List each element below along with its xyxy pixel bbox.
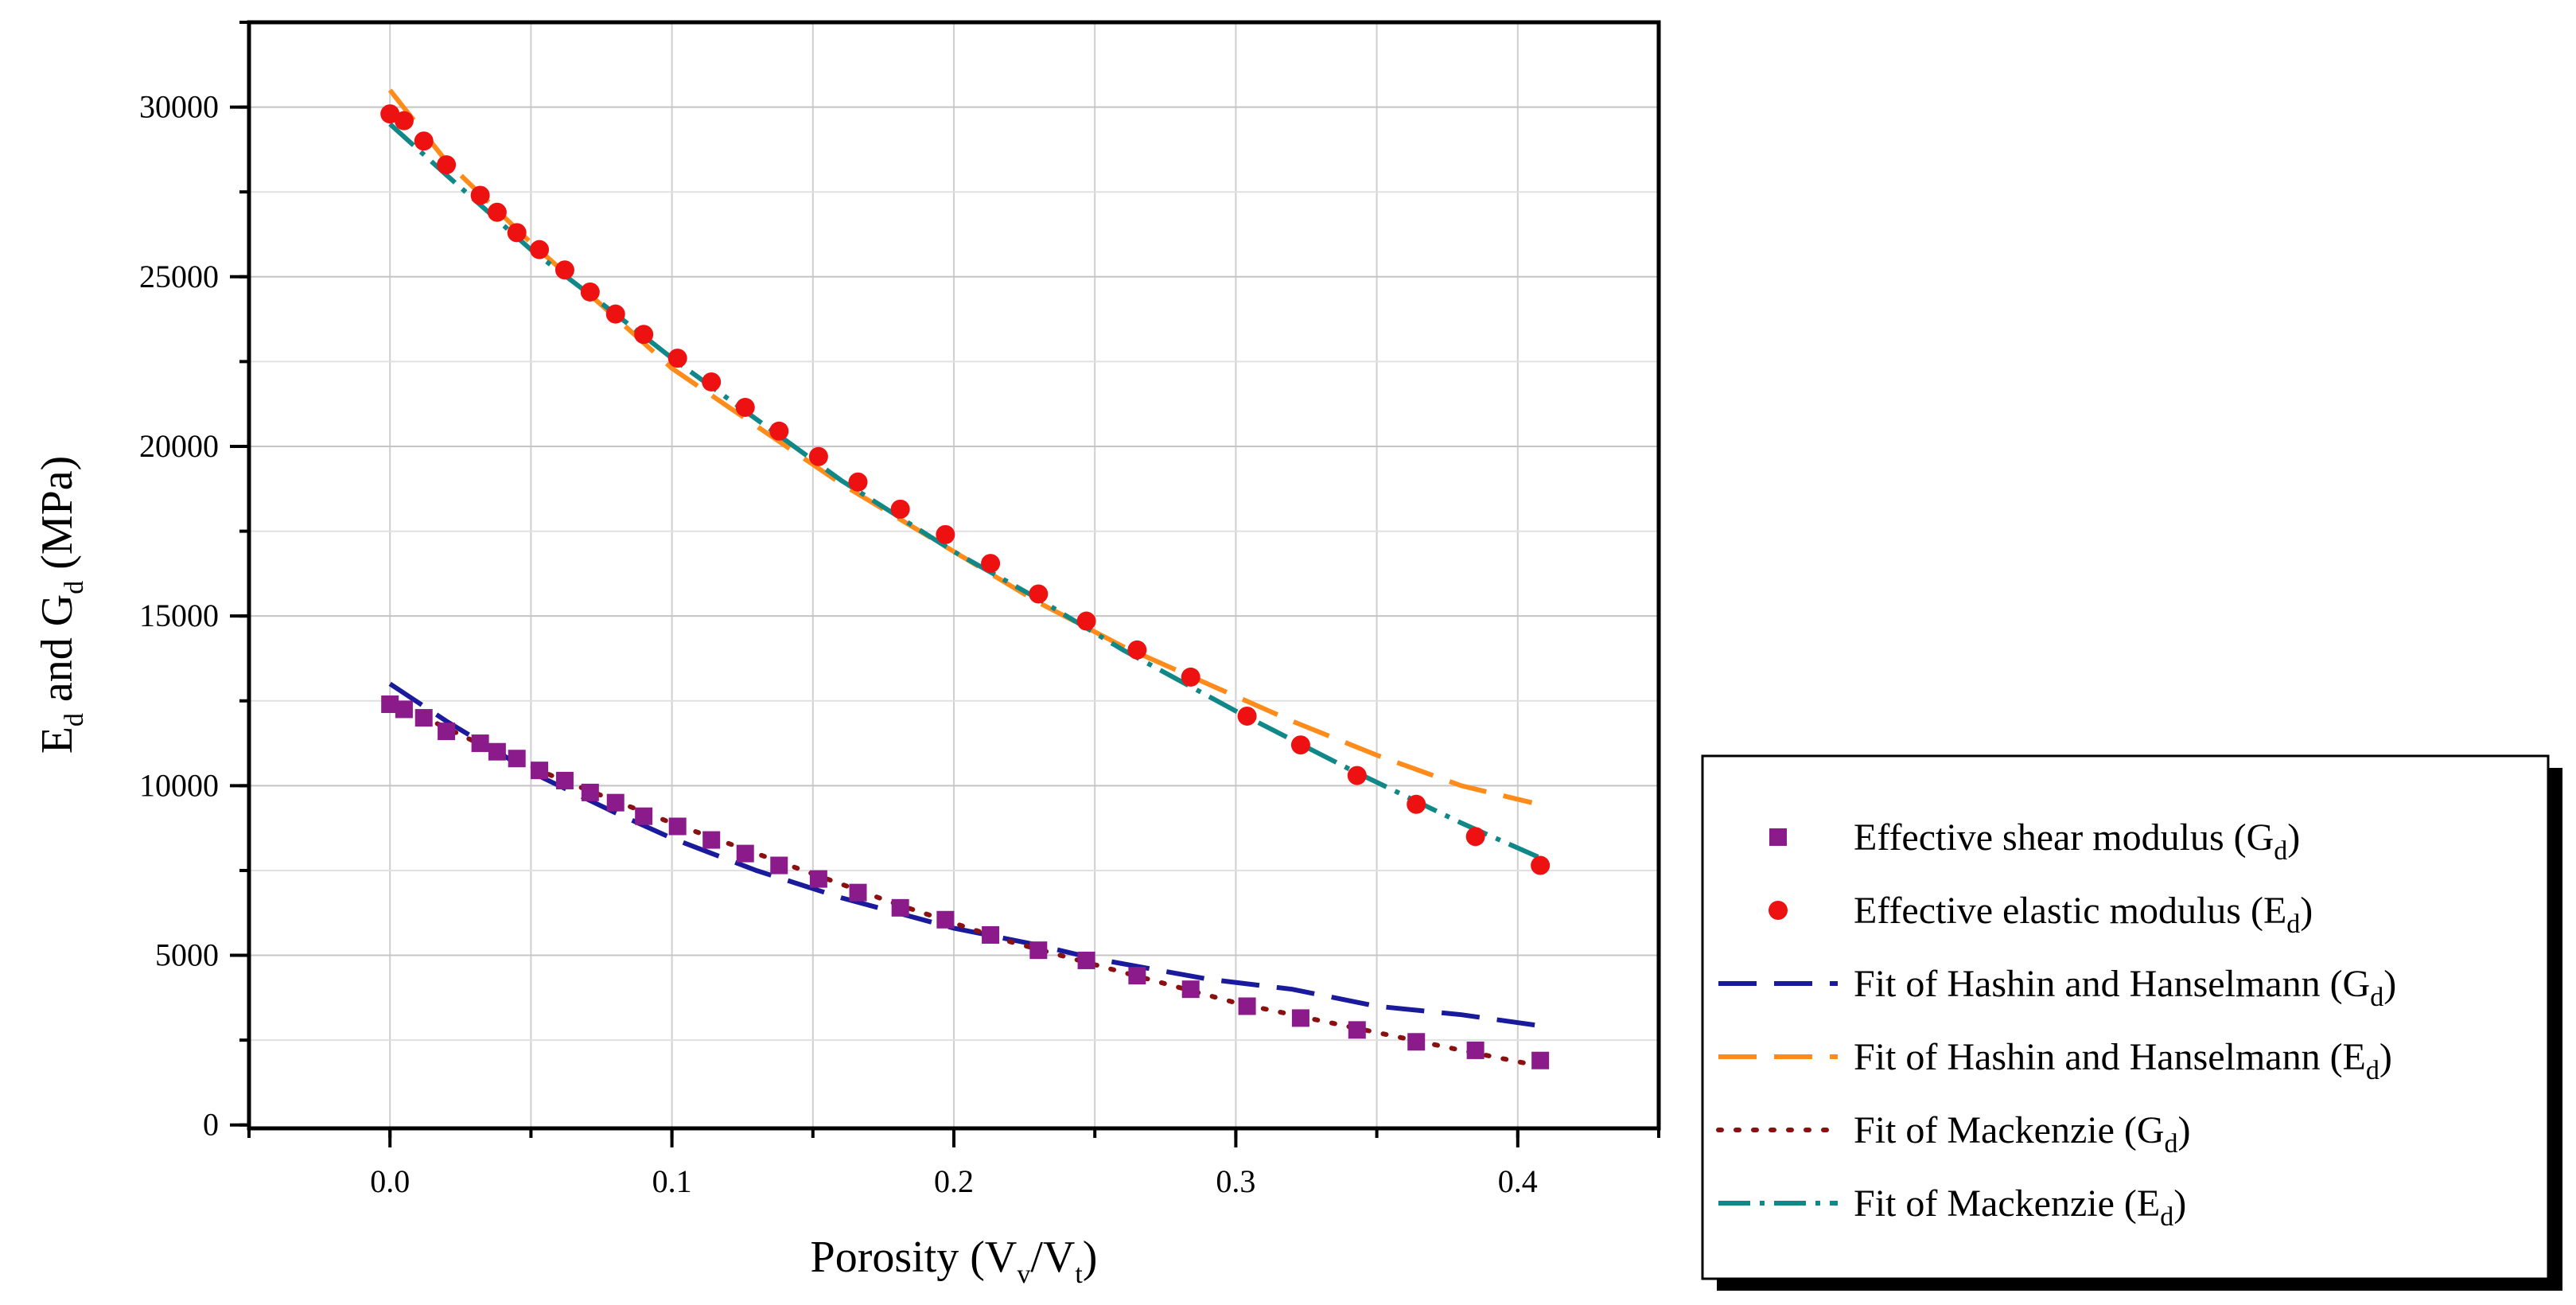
data-point: [581, 783, 599, 801]
data-point: [606, 793, 625, 812]
data-point: [769, 421, 789, 441]
data-point: [635, 807, 653, 825]
data-point: [1237, 706, 1257, 726]
data-point: [736, 844, 754, 863]
legend-symbol: [1769, 901, 1788, 920]
legend-items: Effective shear modulus (Gd) Effective el…: [1716, 816, 2396, 1232]
data-point: [936, 910, 955, 929]
data-point: [849, 883, 867, 902]
y-tick-label: 5000: [155, 937, 219, 973]
series-line: [387, 698, 1549, 1070]
data-point: [381, 695, 399, 714]
data-point: [580, 282, 600, 302]
data-point: [487, 202, 507, 222]
data-point: [531, 762, 549, 780]
data-point: [702, 831, 721, 849]
data-point: [488, 742, 506, 761]
data-point: [1348, 1021, 1366, 1039]
legend-box: [1701, 754, 2550, 1280]
data-point: [395, 700, 413, 719]
data-point: [1181, 980, 1200, 999]
data-point: [936, 524, 955, 544]
data-point: [470, 185, 490, 205]
legend-label: Fit of Mackenzie (Gd): [1854, 1109, 2191, 1159]
data-point: [1291, 1009, 1309, 1027]
data-point: [1029, 941, 1048, 960]
y-tick-label: 20000: [139, 428, 219, 464]
data-point: [555, 771, 574, 789]
data-point: [890, 499, 910, 519]
data-point: [770, 856, 788, 875]
data-point: [438, 723, 456, 741]
data-point: [508, 750, 526, 768]
data-point: [1128, 967, 1146, 985]
legend-label: Fit of Mackenzie (Ed): [1854, 1182, 2186, 1232]
data-point: [891, 898, 909, 917]
data-point: [1238, 997, 1256, 1015]
data-point: [437, 155, 457, 175]
data-point: [471, 734, 489, 753]
data-point: [394, 111, 414, 130]
data-point: [530, 240, 550, 259]
x-tick-label: 0.3: [1216, 1163, 1255, 1199]
legend: Effective shear modulus (Gd) Effective el…: [1701, 754, 2562, 1291]
y-tick-label: 25000: [139, 259, 219, 294]
data-point: [605, 304, 625, 324]
series-line: [388, 122, 1547, 863]
data-point: [668, 817, 687, 836]
data-point: [848, 472, 868, 492]
x-tick-label: 0.0: [370, 1163, 410, 1199]
series-line: [388, 681, 1547, 1030]
data-point: [1127, 640, 1147, 660]
data-point: [982, 925, 1000, 944]
data-point: [1290, 735, 1310, 755]
grid: [248, 21, 1660, 1128]
data-point: [1077, 951, 1095, 969]
data-point: [1181, 667, 1200, 687]
data-point: [1347, 765, 1367, 785]
legend-label: Effective elastic modulus (Ed): [1854, 890, 2313, 939]
data-point: [414, 131, 434, 151]
data-point: [808, 446, 828, 466]
data-point: [414, 709, 433, 727]
data-point: [1531, 855, 1551, 875]
series-layer: [380, 88, 1551, 1070]
data-point: [1465, 827, 1485, 847]
y-tick-label: 15000: [139, 598, 219, 633]
legend-label: Effective shear modulus (Gd): [1854, 816, 2300, 866]
x-axis-title: Porosity (Vv/Vt): [811, 1233, 1098, 1289]
data-point: [809, 870, 827, 888]
legend-label: Fit of Hashin and Hanselmann (Gd): [1854, 963, 2396, 1012]
data-point: [702, 372, 722, 392]
data-point: [634, 325, 654, 345]
x-tick-label: 0.2: [934, 1163, 974, 1199]
data-point: [507, 223, 527, 243]
x-tick-label: 0.1: [652, 1163, 692, 1199]
x-tick-label: 0.4: [1498, 1163, 1538, 1199]
data-point: [1076, 611, 1096, 631]
data-point: [1531, 1051, 1550, 1069]
data-point: [1407, 794, 1426, 814]
legend-symbol: [1769, 828, 1787, 846]
data-point: [1407, 1033, 1426, 1051]
legend-label: Fit of Hashin and Hanselmann (Ed): [1854, 1036, 2392, 1085]
data-point: [555, 260, 574, 280]
axis-ticks: 0.0 0.1 0.2 0.3 0.4 0 5000 10000 15000 20000 25000…: [139, 21, 1660, 1199]
y-tick-label: 30000: [139, 89, 219, 125]
y-tick-label: 10000: [139, 767, 219, 803]
data-point: [1466, 1041, 1485, 1059]
data-point: [735, 397, 755, 417]
data-point: [1029, 584, 1049, 604]
y-axis-title: Ed and Gd (MPa): [33, 456, 89, 754]
data-point: [667, 349, 687, 368]
y-tick-label: 0: [203, 1107, 219, 1143]
data-point: [981, 554, 1001, 574]
